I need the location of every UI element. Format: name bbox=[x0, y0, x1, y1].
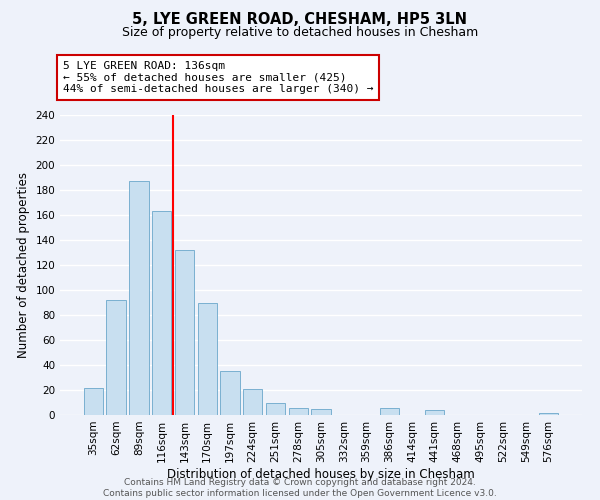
Bar bbox=[175, 250, 194, 415]
Bar bbox=[84, 388, 103, 415]
Bar bbox=[266, 402, 285, 415]
Text: Contains HM Land Registry data © Crown copyright and database right 2024.
Contai: Contains HM Land Registry data © Crown c… bbox=[103, 478, 497, 498]
Bar bbox=[129, 181, 149, 415]
Bar bbox=[425, 410, 445, 415]
Bar bbox=[311, 409, 331, 415]
Text: 5 LYE GREEN ROAD: 136sqm
← 55% of detached houses are smaller (425)
44% of semi-: 5 LYE GREEN ROAD: 136sqm ← 55% of detach… bbox=[62, 61, 373, 94]
Bar bbox=[106, 300, 126, 415]
Bar bbox=[539, 412, 558, 415]
Bar bbox=[289, 408, 308, 415]
Bar bbox=[220, 371, 239, 415]
Bar bbox=[152, 211, 172, 415]
Bar bbox=[243, 389, 262, 415]
Bar bbox=[380, 408, 399, 415]
X-axis label: Distribution of detached houses by size in Chesham: Distribution of detached houses by size … bbox=[167, 468, 475, 480]
Text: Size of property relative to detached houses in Chesham: Size of property relative to detached ho… bbox=[122, 26, 478, 39]
Bar bbox=[197, 302, 217, 415]
Text: 5, LYE GREEN ROAD, CHESHAM, HP5 3LN: 5, LYE GREEN ROAD, CHESHAM, HP5 3LN bbox=[133, 12, 467, 28]
Y-axis label: Number of detached properties: Number of detached properties bbox=[17, 172, 30, 358]
